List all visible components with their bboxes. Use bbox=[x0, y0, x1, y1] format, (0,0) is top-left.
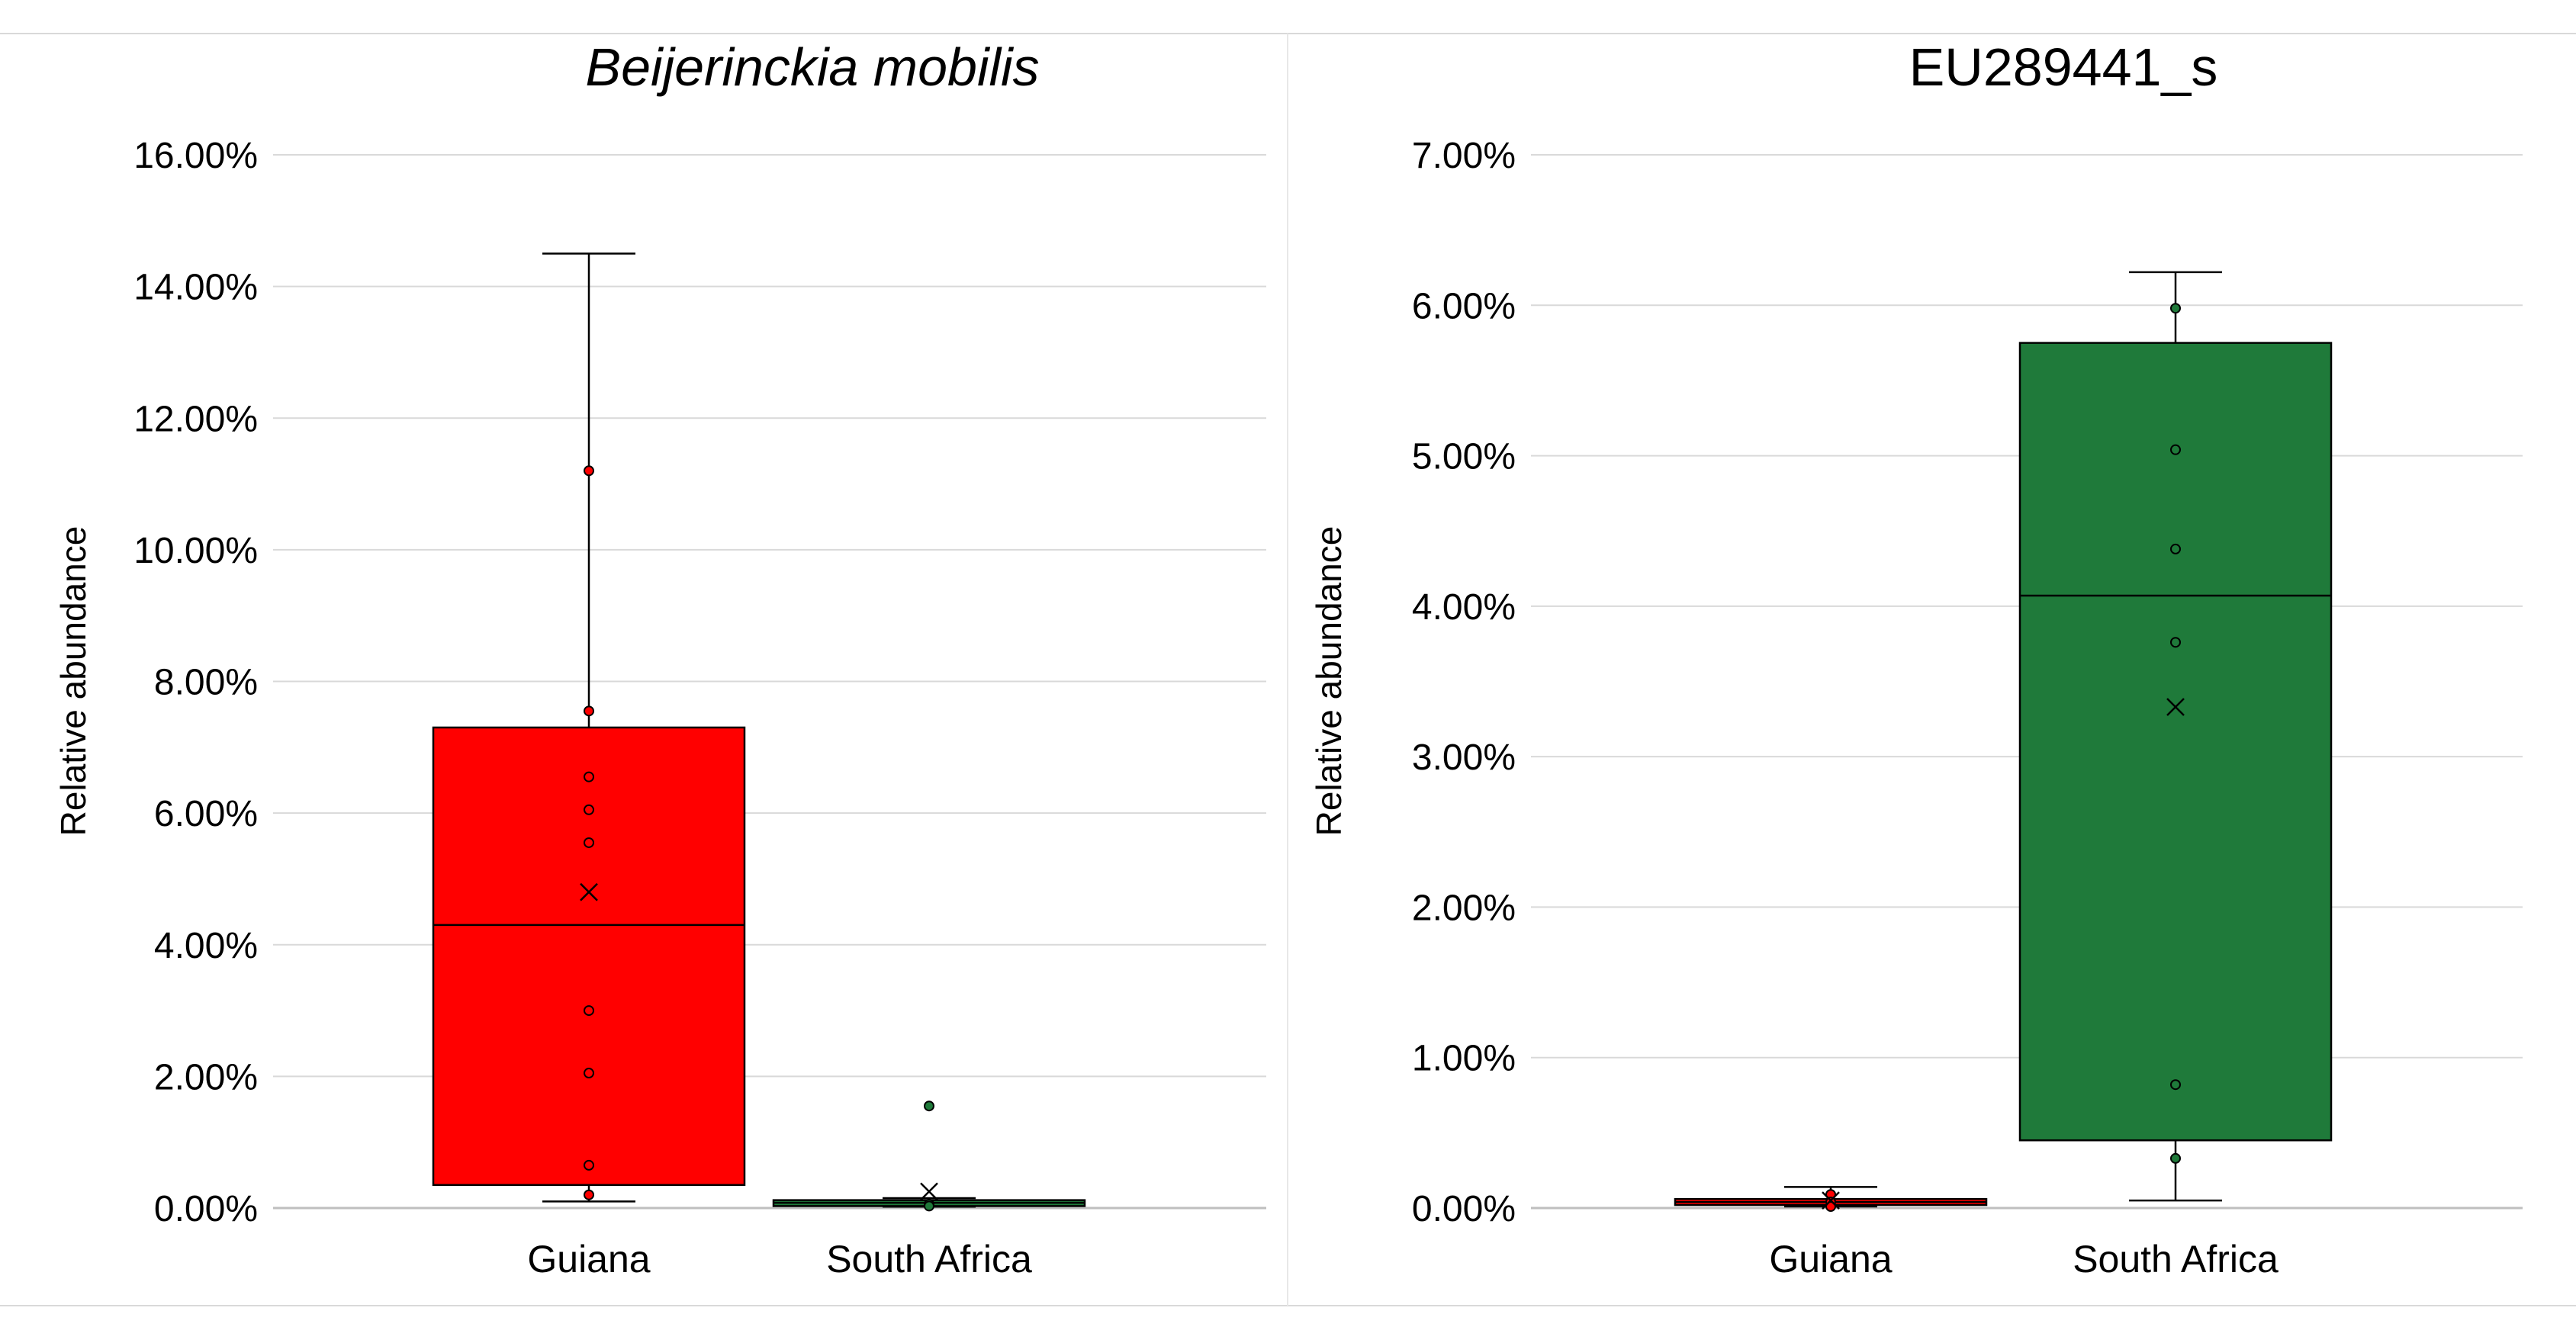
panel2-south-africa-point-6 bbox=[2170, 1152, 2181, 1164]
panel2-y-tick-label-3-00: 3.00% bbox=[1412, 737, 1516, 778]
panel2-x-tick-label-guiana: Guiana bbox=[1769, 1238, 1892, 1280]
panel1-south-africa-box-group bbox=[772, 1100, 1086, 1212]
panel1-y-axis-label: Relative abundance bbox=[53, 526, 93, 837]
panel2-y-tick-label-1-00: 1.00% bbox=[1412, 1039, 1516, 1079]
panel1-y-tick-label-0-00: 0.00% bbox=[154, 1189, 258, 1229]
panel1-guiana-point-7 bbox=[584, 1068, 594, 1079]
panel1-guiana-point-5 bbox=[584, 837, 594, 848]
panel2-y-tick-label-5-00: 5.00% bbox=[1412, 437, 1516, 477]
panel1-guiana-box-group bbox=[432, 252, 746, 1203]
panel1-y-tick-label-16-00: 16.00% bbox=[133, 136, 258, 176]
chart-panel-beijerinckia: 0.00% 2.00% 4.00% 6.00% 8.00% 10.00% 12.00% 14.… bbox=[53, 37, 1266, 1280]
panel1-guiana-point-9 bbox=[584, 1189, 594, 1200]
panel2-south-africa-point-4 bbox=[2170, 637, 2181, 648]
panel2-y-tick-label-7-00: 7.00% bbox=[1412, 136, 1516, 176]
panel1-x-tick-label-south-africa: South Africa bbox=[826, 1238, 1032, 1280]
panel1-y-tick-label-8-00: 8.00% bbox=[154, 663, 258, 703]
panel1-y-tick-label-4-00: 4.00% bbox=[154, 926, 258, 966]
panel2-chart-title: EU289441_s bbox=[1909, 37, 2218, 97]
panel2-south-africa-box bbox=[2018, 342, 2333, 1142]
panel2-south-africa-box-group bbox=[2018, 271, 2333, 1202]
panel1-guiana-point-2 bbox=[584, 705, 594, 717]
panel1-guiana-point-8 bbox=[584, 1159, 594, 1171]
panel1-y-tick-label-12-00: 12.00% bbox=[133, 399, 258, 439]
panel1-south-africa-mean-marker-b bbox=[920, 1182, 938, 1201]
panel1-y-tick-label-10-00: 10.00% bbox=[133, 531, 258, 571]
panel2-guiana-point-3 bbox=[1825, 1201, 1836, 1213]
panel2-y-tick-label-2-00: 2.00% bbox=[1412, 888, 1516, 928]
panel2-south-africa-point-1 bbox=[2170, 303, 2181, 314]
panel2-y-tick-label-6-00: 6.00% bbox=[1412, 286, 1516, 326]
panel1-south-africa-point-1 bbox=[924, 1100, 934, 1112]
panel2-x-tick-label-south-africa: South Africa bbox=[2073, 1238, 2279, 1280]
panel2-guiana-mean-marker-b bbox=[1822, 1191, 1840, 1210]
panel2-south-africa-point-2 bbox=[2170, 444, 2181, 455]
panel1-guiana-point-3 bbox=[584, 771, 594, 782]
chart-panel-eu289441: 0.00% 1.00% 2.00% 3.00% 4.00% 5.00% 6.00% 7.00%… bbox=[1309, 37, 2523, 1280]
figure-frame bbox=[0, 33, 2576, 1306]
panel1-y-tick-label-14-00: 14.00% bbox=[133, 268, 258, 308]
panel2-south-africa-point-3 bbox=[2170, 543, 2181, 554]
panel2-guiana-box-group bbox=[1674, 1186, 1988, 1213]
panel1-y-tick-label-2-00: 2.00% bbox=[154, 1057, 258, 1097]
panel2-y-tick-label-4-00: 4.00% bbox=[1412, 587, 1516, 628]
panel2-y-tick-label-0-00: 0.00% bbox=[1412, 1189, 1516, 1229]
panel1-y-tick-label-6-00: 6.00% bbox=[154, 794, 258, 834]
panel1-chart-title: Beijerinckia mobilis bbox=[585, 37, 1039, 97]
panel1-x-tick-label-guiana: Guiana bbox=[527, 1238, 650, 1280]
panel1-guiana-point-6 bbox=[584, 1005, 594, 1017]
panel2-south-africa-mean-marker-b bbox=[2166, 698, 2185, 716]
panel1-guiana-mean-marker-b bbox=[580, 882, 598, 901]
panel1-south-africa-point-3 bbox=[924, 1200, 934, 1212]
panel1-guiana-point-1 bbox=[584, 465, 594, 477]
panel1-guiana-box bbox=[432, 726, 746, 1187]
panel2-y-axis-label: Relative abundance bbox=[1309, 526, 1349, 837]
panel2-south-africa-point-5 bbox=[2170, 1079, 2181, 1091]
panel1-guiana-point-4 bbox=[584, 804, 594, 815]
